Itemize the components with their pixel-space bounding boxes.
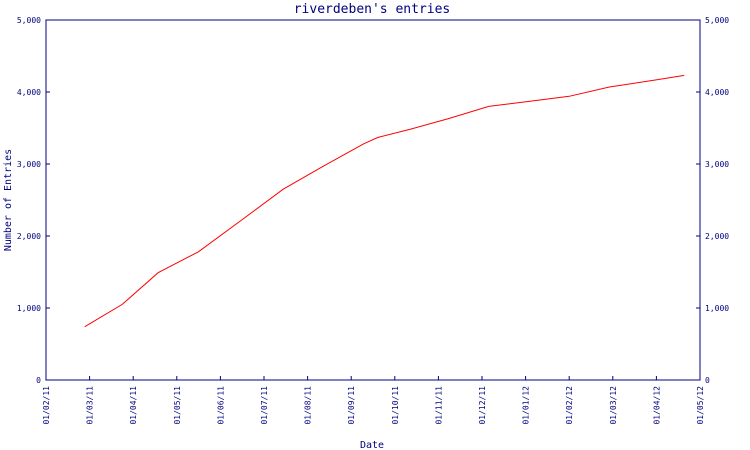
x-tick-label: 01/02/11 [42,386,51,425]
x-tick-label: 01/03/12 [609,386,618,425]
y-tick-label-right: 4,000 [705,88,729,97]
y-tick-label-left: 5,000 [17,16,41,25]
x-tick-label: 01/07/11 [260,386,269,425]
x-tick-label: 01/04/12 [652,386,661,425]
x-tick-label: 01/08/11 [304,386,313,425]
x-tick-label: 01/09/11 [347,386,356,425]
y-tick-label-left: 3,000 [17,160,41,169]
x-axis: 01/02/11 01/03/11 01/04/11 01/05/11 01/06/11… [42,376,705,425]
x-tick-label: 01/05/11 [173,386,182,425]
y-tick-label-left: 0 [36,376,41,385]
x-tick-label: 01/05/12 [696,386,705,425]
x-tick-label: 01/02/12 [565,386,574,425]
x-tick-label: 01/12/11 [478,386,487,425]
y-axis-left: 0 1,000 2,000 3,000 4,000 5,000 [17,16,50,385]
x-tick-label: 01/04/11 [129,386,138,425]
x-tick-label: 01/10/11 [391,386,400,425]
x-axis-label: Date [360,440,384,450]
chart-title: riverdeben's entries [294,2,451,17]
y-tick-label-right: 5,000 [705,16,729,25]
y-tick-label-right: 2,000 [705,232,729,241]
x-tick-label: 01/06/11 [216,386,225,425]
x-tick-label: 01/01/12 [522,386,531,425]
y-tick-label-right: 1,000 [705,304,729,313]
y-tick-label-left: 1,000 [17,304,41,313]
y-axis-label: Number of Entries [3,149,14,251]
y-tick-label-left: 4,000 [17,88,41,97]
y-tick-label-left: 2,000 [17,232,41,241]
y-tick-label-right: 0 [705,376,710,385]
x-tick-label: 01/11/11 [434,386,443,425]
y-axis-right: 0 1,000 2,000 3,000 4,000 5,000 [696,16,729,385]
y-tick-label-right: 3,000 [705,160,729,169]
plot-frame [45,19,701,381]
series-line [84,74,685,328]
x-tick-label: 01/03/11 [86,386,95,425]
